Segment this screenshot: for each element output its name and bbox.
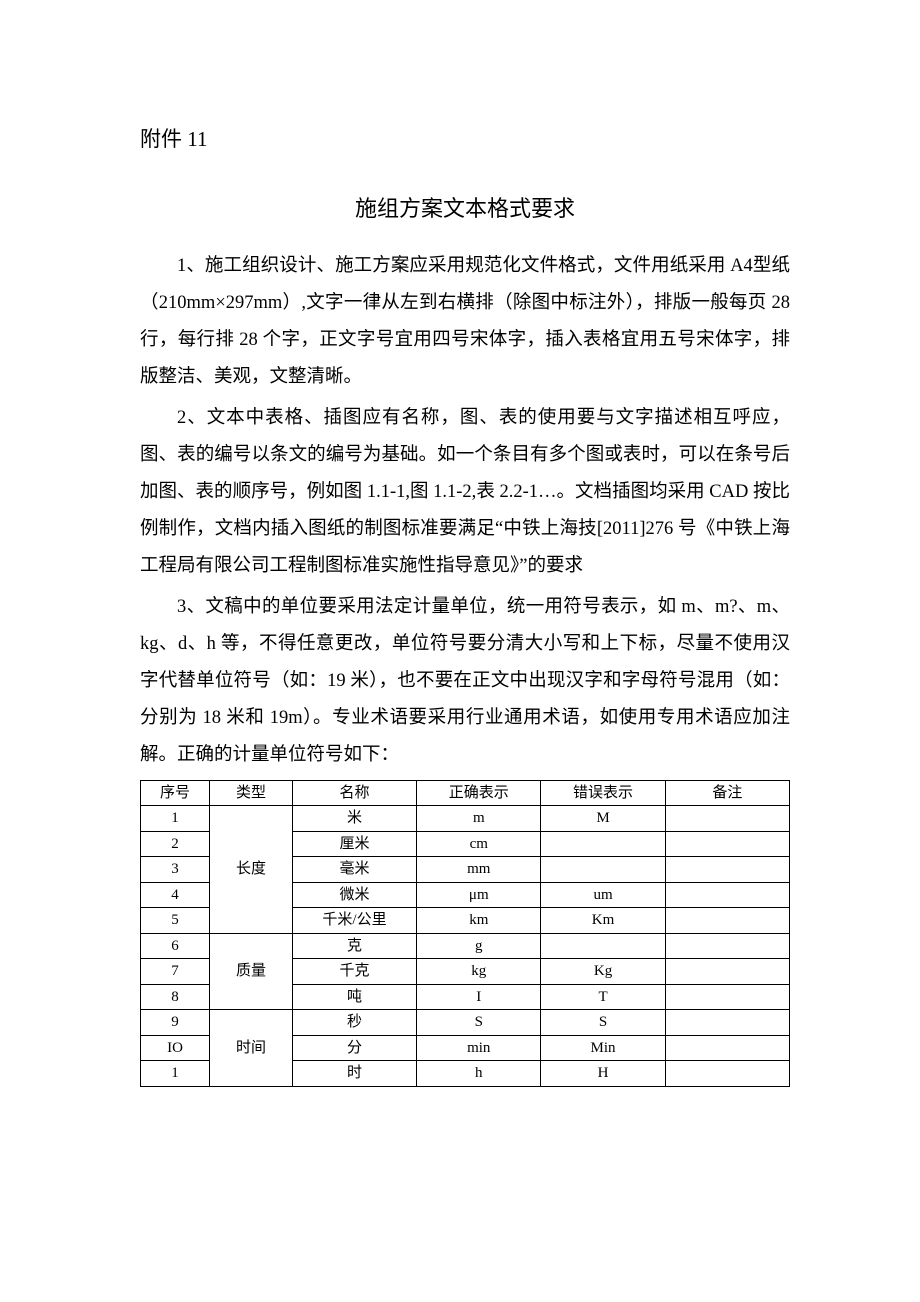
table-row: 9时间秒SS [141,1010,790,1036]
cell-correct: μm [417,882,541,908]
paragraph-1: 1、施工组织设计、施工方案应采用规范化文件格式，文件用纸采用 A4型纸（210m… [140,248,790,396]
cell-correct: m [417,806,541,832]
cell-name: 分 [292,1035,416,1061]
cell-seq: 6 [141,933,210,959]
cell-remark [665,882,789,908]
cell-name: 米 [292,806,416,832]
cell-correct: I [417,984,541,1010]
cell-name: 时 [292,1061,416,1087]
cell-correct: km [417,908,541,934]
cell-remark [665,959,789,985]
th-seq: 序号 [141,780,210,806]
cell-seq: 9 [141,1010,210,1036]
cell-remark [665,908,789,934]
cell-name: 千克 [292,959,416,985]
cell-wrong: S [541,1010,665,1036]
cell-seq: 3 [141,857,210,883]
units-table: 序号 类型 名称 正确表示 错误表示 备注 1长度米mM2厘米cm3毫米mm4微… [140,780,790,1087]
cell-wrong: Min [541,1035,665,1061]
cell-name: 毫米 [292,857,416,883]
cell-remark [665,933,789,959]
cell-wrong [541,831,665,857]
table-row: 1长度米mM [141,806,790,832]
cell-seq: 1 [141,806,210,832]
cell-seq: IO [141,1035,210,1061]
th-remark: 备注 [665,780,789,806]
th-wrong: 错误表示 [541,780,665,806]
cell-remark [665,1061,789,1087]
cell-seq: 4 [141,882,210,908]
cell-correct: h [417,1061,541,1087]
cell-remark [665,984,789,1010]
cell-seq: 2 [141,831,210,857]
cell-correct: mm [417,857,541,883]
cell-seq: 5 [141,908,210,934]
cell-seq: 1 [141,1061,210,1087]
cell-remark [665,831,789,857]
cell-name: 秒 [292,1010,416,1036]
cell-remark [665,1010,789,1036]
cell-name: 微米 [292,882,416,908]
cell-correct: S [417,1010,541,1036]
th-name: 名称 [292,780,416,806]
cell-remark [665,857,789,883]
th-type: 类型 [210,780,293,806]
cell-seq: 8 [141,984,210,1010]
paragraph-3: 3、文稿中的单位要采用法定计量单位，统一用符号表示，如 m、m?、m、kg、d、… [140,589,790,774]
paragraph-2: 2、文本中表格、插图应有名称，图、表的使用要与文字描述相互呼应，图、表的编号以条… [140,400,790,585]
cell-correct: g [417,933,541,959]
cell-wrong: Km [541,908,665,934]
cell-type: 时间 [210,1010,293,1087]
cell-remark [665,806,789,832]
cell-correct: kg [417,959,541,985]
cell-name: 克 [292,933,416,959]
cell-wrong: um [541,882,665,908]
table-row: 6质量克g [141,933,790,959]
cell-type: 长度 [210,806,293,934]
cell-correct: min [417,1035,541,1061]
cell-seq: 7 [141,959,210,985]
cell-wrong [541,857,665,883]
cell-wrong: T [541,984,665,1010]
table-header-row: 序号 类型 名称 正确表示 错误表示 备注 [141,780,790,806]
cell-wrong [541,933,665,959]
cell-wrong: Kg [541,959,665,985]
cell-name: 吨 [292,984,416,1010]
page-title: 施组方案文本格式要求 [140,188,790,230]
cell-wrong: M [541,806,665,832]
th-correct: 正确表示 [417,780,541,806]
attachment-label: 附件 11 [140,120,790,160]
cell-type: 质量 [210,933,293,1010]
cell-correct: cm [417,831,541,857]
cell-name: 千米/公里 [292,908,416,934]
cell-wrong: H [541,1061,665,1087]
cell-name: 厘米 [292,831,416,857]
cell-remark [665,1035,789,1061]
